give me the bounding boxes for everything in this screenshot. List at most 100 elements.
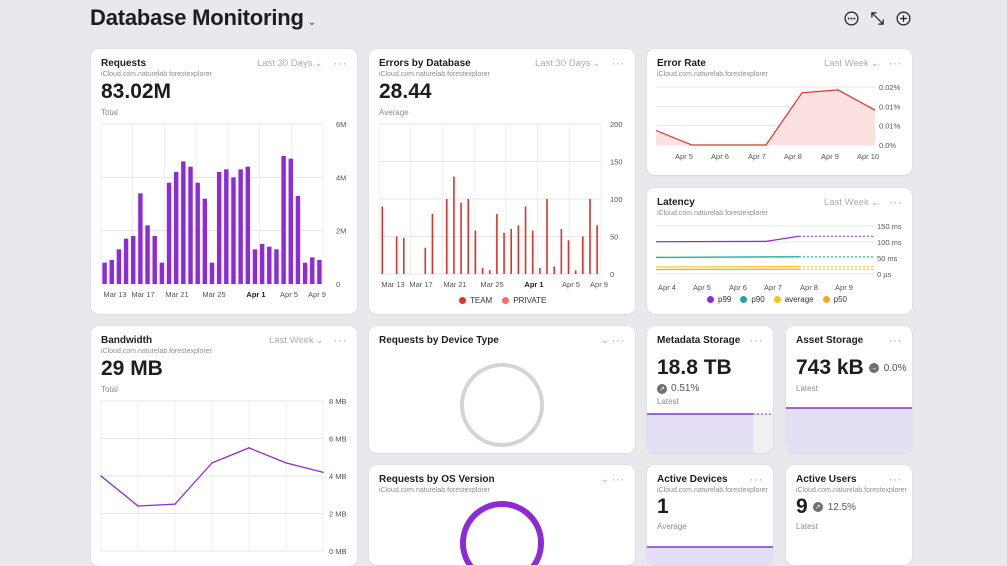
total-value: 29 MB [101,357,163,381]
more-options-button[interactable] [843,10,859,26]
legend-swatch [502,297,509,304]
bar [210,263,214,284]
bar [446,199,448,274]
data-point [322,471,324,473]
delta-indicator: ↗0.51% [657,383,699,394]
more-icon[interactable]: ··· [612,333,626,347]
more-icon[interactable]: ··· [750,333,764,347]
bar [575,270,577,274]
y-tick-label: 4 MB [329,472,347,481]
active-users-card[interactable]: Active Users iCloud.com.naturelab.forest… [786,465,912,565]
metadata-storage-card[interactable]: Metadata Storage ··· 18.8 TB ↗0.51% Late… [647,326,773,453]
y-tick-label: 50 [610,233,618,242]
legend-swatch [823,296,830,303]
bandwidth-card[interactable]: Bandwidth iCloud.com.naturelab.forestexp… [91,326,357,566]
container-id: iCloud.com.naturelab.forestexplorer [796,487,907,494]
expand-icon[interactable] [869,10,885,26]
sparkline-fill [786,408,912,453]
y-tick-label: 2M [336,227,346,236]
more-icon[interactable]: ··· [889,472,903,486]
bar [561,229,563,274]
range-selector[interactable]: Last 30 Days⌄ [257,58,322,69]
range-selector[interactable]: Last Week⌄ [269,335,324,346]
errors-card[interactable]: Errors by Database iCloud.com.naturelab.… [369,49,635,314]
y-tick-label: 150 ms [877,222,902,231]
more-icon[interactable]: ··· [889,195,903,209]
y-tick-label: 6 MB [329,435,347,444]
bar [510,229,512,274]
x-tick-label: Apr 5 [693,283,711,292]
delta-value: 0.0% [884,363,907,374]
more-icon[interactable]: ··· [612,56,626,70]
bar [124,239,128,284]
x-tick-label: Mar 17 [409,280,432,289]
x-tick-label: Apr 1 [246,290,265,299]
bar [281,156,285,284]
x-tick-label: Apr 7 [764,283,782,292]
y-tick-label: 0.02% [879,83,901,92]
bar [246,167,250,284]
device-type-card[interactable]: Requests by Device Type ⌄ ··· [369,326,635,453]
chart-legend: TEAM PRIVATE [459,296,546,305]
bar [131,236,135,284]
y-tick-label: 0 [336,280,340,289]
card-title: Error Rate [657,58,706,69]
y-tick-label: 6M [336,120,346,129]
chevron-down-icon: ⌄ [871,58,879,69]
bar [589,199,591,274]
bar [525,207,527,275]
more-icon[interactable]: ··· [612,472,626,486]
active-devices-card[interactable]: Active Devices iCloud.com.naturelab.fore… [647,465,773,565]
range-selector[interactable]: Last 30 Days⌄ [535,58,600,69]
x-tick-label: Mar 25 [480,280,503,289]
os-version-card[interactable]: Requests by OS Version iCloud.com.nature… [369,465,635,565]
sparkline-area [647,545,773,565]
bar [181,161,185,284]
more-icon[interactable]: ··· [889,333,903,347]
devices-value: 1 [657,495,669,519]
requests-card[interactable]: Requests iCloud.com.naturelab.forestexpl… [91,49,357,314]
data-point [211,462,213,464]
donut-ring [462,365,542,445]
projection-band [753,415,773,453]
y-tick-label: 2 MB [329,510,347,519]
bar [482,268,484,274]
x-tick-label: Apr 1 [524,280,543,289]
delta-value: 12.5% [828,502,856,513]
arrow-right-icon: → [869,363,879,373]
y-tick-label: 0 [610,270,614,279]
bar [518,225,520,274]
asset-storage-card[interactable]: Asset Storage ··· 743 kB → 0.0% Latest [786,326,912,453]
users-value: 9 [796,495,808,519]
bar [546,199,548,274]
y-tick-label: 150 [610,158,623,167]
chevron-down-icon: ⌄ [314,58,322,69]
y-tick-label: 0 MB [329,547,347,556]
error-rate-card[interactable]: Error Rate iCloud.com.naturelab.forestex… [647,49,912,175]
y-tick-label: 0.01% [879,102,901,111]
chevron-down-icon[interactable]: ⌄ [601,474,609,485]
value-row: 9 ↗ 12.5% [796,495,856,519]
value-label: Total [101,385,118,394]
legend-item-p90: p90 [740,295,764,304]
page-title[interactable]: Database Monitoring ⌄ [90,5,316,31]
arrow-up-icon: ↗ [813,502,823,512]
value-label: Latest [796,384,818,393]
legend-swatch [774,296,781,303]
data-point [248,447,250,449]
more-icon[interactable]: ··· [334,333,348,347]
more-icon[interactable]: ··· [334,56,348,70]
add-icon[interactable] [895,10,911,26]
latency-card[interactable]: Latency iCloud.com.naturelab.forestexplo… [647,188,912,314]
container-id: iCloud.com.naturelab.forestexplorer [657,487,768,494]
sparkline-area [647,410,773,453]
chevron-down-icon[interactable]: ⌄ [601,335,609,346]
more-icon[interactable]: ··· [889,56,903,70]
range-selector[interactable]: Last Week⌄ [824,197,879,208]
bar [424,248,426,274]
card-title: Asset Storage [796,335,863,346]
more-icon[interactable]: ··· [750,472,764,486]
range-selector[interactable]: Last Week⌄ [824,58,879,69]
